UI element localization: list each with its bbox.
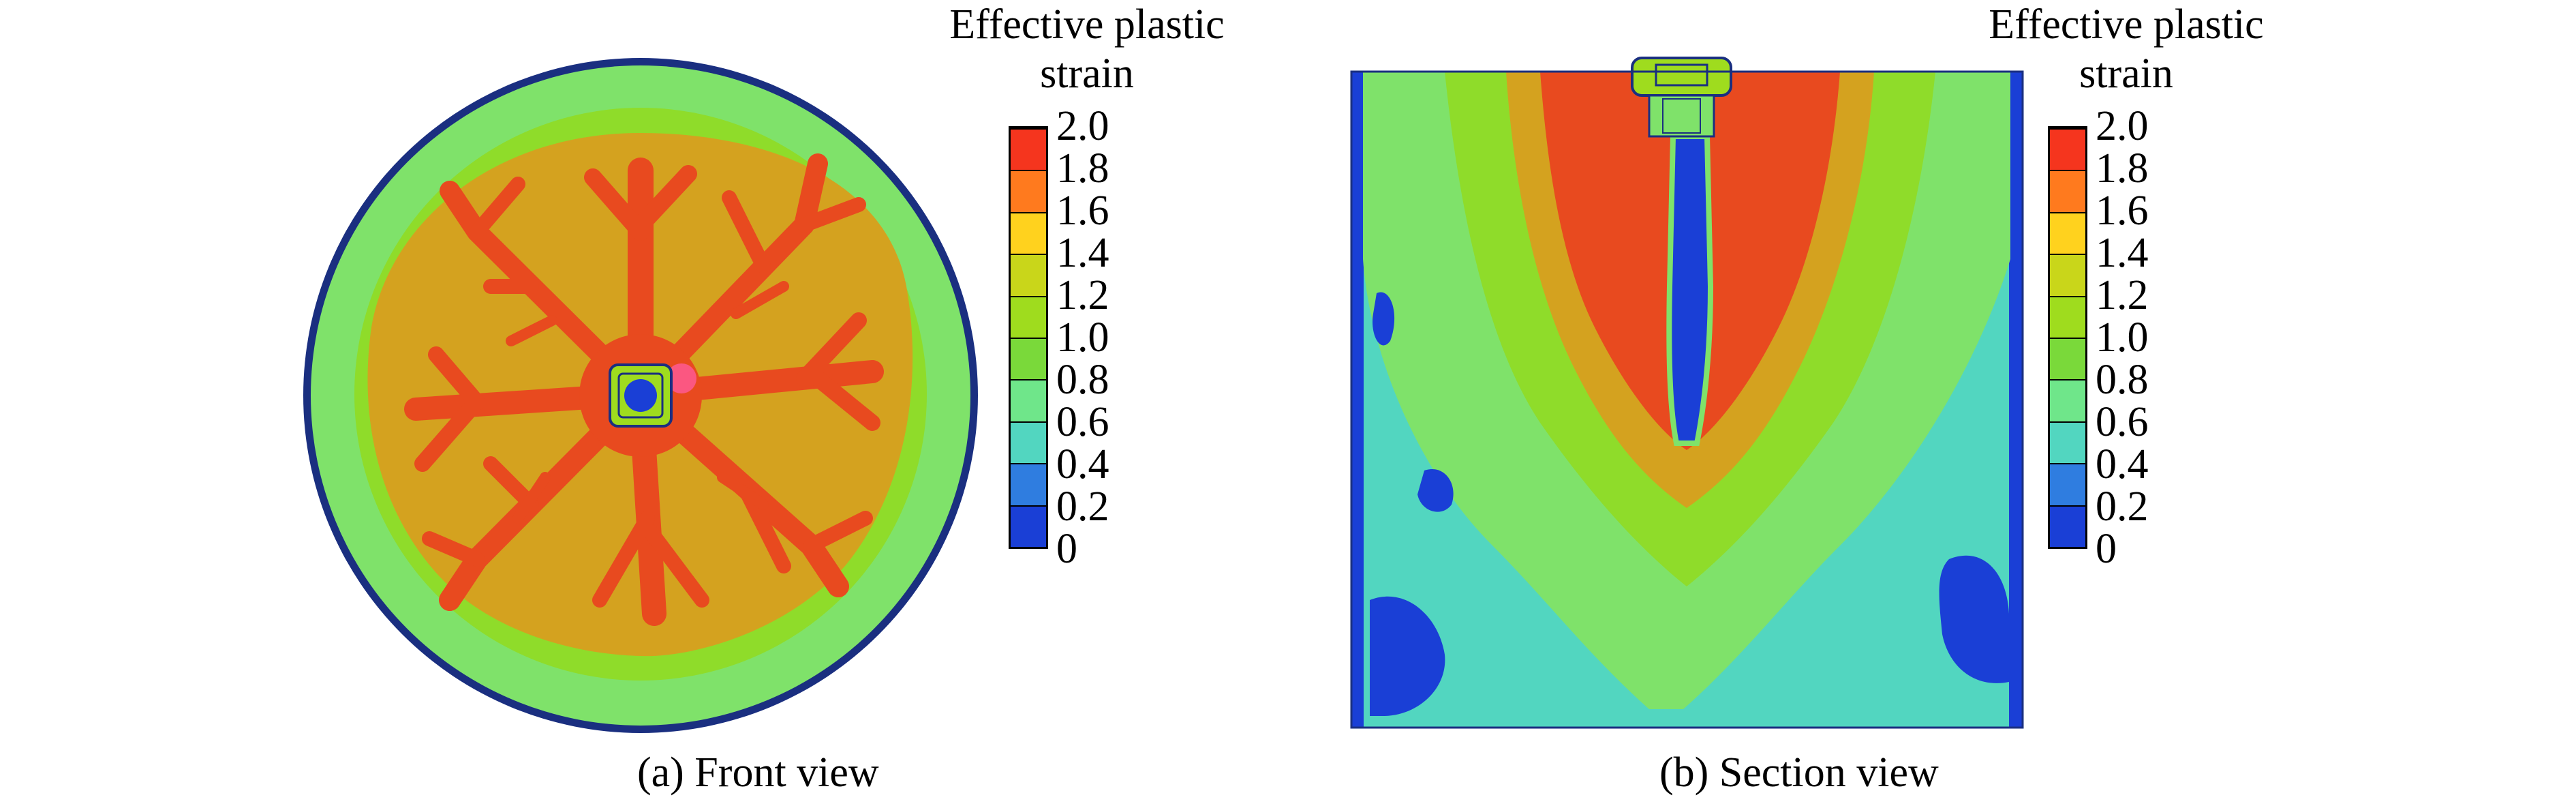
section-view-colorbar xyxy=(2048,126,2087,549)
colorbar-tick-label: 1.8 xyxy=(2096,145,2149,192)
colorbar-segment xyxy=(1011,170,1046,212)
front-view-colorbar xyxy=(1009,126,1048,549)
colorbar-segment xyxy=(2050,463,2085,505)
colorbar-tick-label: 0.4 xyxy=(2096,441,2149,488)
colorbar-tick-label: 1.2 xyxy=(2096,272,2149,318)
colorbar-tick-label: 0 xyxy=(2096,526,2117,572)
colorbar-segment xyxy=(1011,128,1046,170)
section-view-border xyxy=(1350,70,2024,729)
section-view-blue-patches xyxy=(1370,292,2009,716)
colorbar-segment xyxy=(2050,337,2085,380)
colorbar-segment xyxy=(1011,295,1046,338)
front-view-impact-glow xyxy=(666,363,696,393)
colorbar-segment xyxy=(1011,337,1046,380)
colorbar-tick-label: 1.0 xyxy=(1056,314,1109,361)
colorbar-tick-label: 0.8 xyxy=(1056,357,1109,403)
colorbar-segment xyxy=(1011,505,1046,547)
colorbar-tick-label: 0.4 xyxy=(1056,441,1109,488)
colorbar-tick-label: 0.2 xyxy=(1056,483,1109,530)
colorbar-segment xyxy=(1011,211,1046,254)
colorbar-tick-label: 2.0 xyxy=(1056,103,1109,149)
colorbar-tick-label: 0.2 xyxy=(2096,483,2149,530)
section-view-left-edge xyxy=(1351,72,1364,728)
section-view-penetration-cavity xyxy=(1666,134,1714,446)
colorbar-tick-label: 1.2 xyxy=(1056,272,1109,318)
colorbar-tick-label: 0.8 xyxy=(2096,357,2149,403)
colorbar-segment xyxy=(2050,379,2085,421)
section-view-projectile xyxy=(1631,57,1732,138)
colorbar-segment xyxy=(2050,505,2085,547)
colorbar-tick-label: 1.8 xyxy=(1056,145,1109,192)
front-view-caption: (a) Front view xyxy=(637,749,879,796)
colorbar-tick-label: 2.0 xyxy=(2096,103,2149,149)
colorbar-segment xyxy=(2050,170,2085,212)
colorbar-tick-label: 1.6 xyxy=(2096,188,2149,234)
colorbar-segment xyxy=(2050,211,2085,254)
colorbar-segment xyxy=(1011,421,1046,464)
section-view-plot xyxy=(1350,57,2024,729)
section-view-right-edge xyxy=(2009,72,2023,728)
section-view-caption: (b) Section view xyxy=(1659,749,1939,796)
colorbar-tick-label: 0.6 xyxy=(1056,399,1109,445)
colorbar-tick-label: 1.4 xyxy=(1056,230,1109,276)
colorbar-segment xyxy=(2050,254,2085,296)
colorbar-segment xyxy=(1011,254,1046,296)
front-view-projectile-frame xyxy=(617,372,664,419)
colorbar-tick-label: 0 xyxy=(1056,526,1077,572)
colorbar-segment xyxy=(1011,379,1046,421)
colorbar-tick-label: 1.6 xyxy=(1056,188,1109,234)
colorbar-segment xyxy=(2050,421,2085,464)
front-view-legend-title: Effective plastic strain xyxy=(949,1,1225,97)
section-view-legend-title: Effective plastic strain xyxy=(1989,1,2264,97)
colorbar-segment xyxy=(2050,128,2085,170)
colorbar-segment xyxy=(1011,463,1046,505)
front-view-colorbar-ticks: 2.0 1.8 1.6 1.4 1.2 1.0 0.8 0.6 0.4 0.2 … xyxy=(1056,105,1152,570)
colorbar-tick-label: 1.0 xyxy=(2096,314,2149,361)
front-view-projectile-core xyxy=(624,379,657,412)
colorbar-tick-label: 1.4 xyxy=(2096,230,2149,276)
front-view-plot xyxy=(303,58,978,733)
colorbar-tick-label: 0.6 xyxy=(2096,399,2149,445)
section-view-colorbar-ticks: 2.0 1.8 1.6 1.4 1.2 1.0 0.8 0.6 0.4 0.2 … xyxy=(2096,105,2191,570)
colorbar-segment xyxy=(2050,295,2085,338)
